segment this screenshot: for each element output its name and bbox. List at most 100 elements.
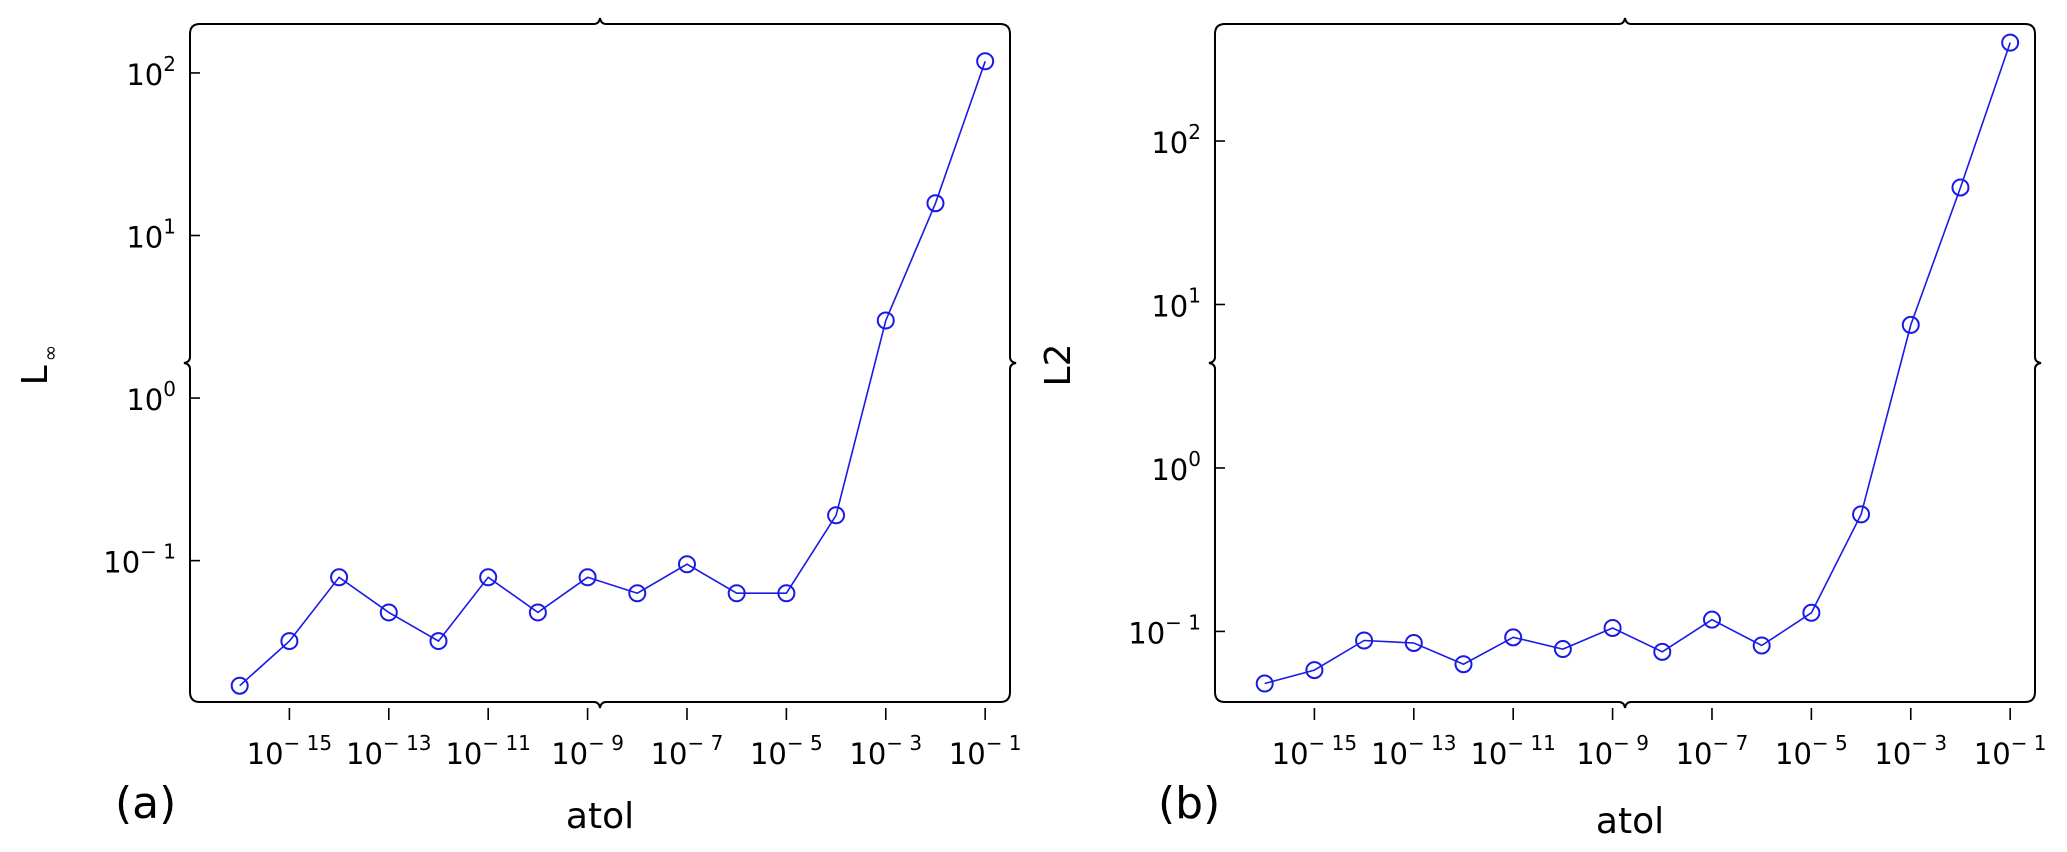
data-point bbox=[1852, 505, 1871, 524]
y-tick-label-exponent: 0 bbox=[163, 377, 176, 401]
data-point bbox=[230, 676, 249, 695]
x-tick-label-base: 10 bbox=[651, 737, 688, 771]
x-tick-label: 10− 7 bbox=[1676, 731, 1749, 771]
x-tick-label: 10− 15 bbox=[247, 731, 332, 771]
data-point bbox=[1305, 661, 1324, 680]
x-tick-label-base: 10 bbox=[1576, 737, 1613, 771]
data-point bbox=[1901, 315, 1920, 334]
x-tick-label-exponent: − 13 bbox=[383, 731, 432, 755]
y-axis-label: L∞ bbox=[15, 345, 62, 386]
y-tick-label-base: 10 bbox=[1128, 616, 1165, 650]
panel-label: (b) bbox=[1158, 778, 1220, 829]
y-axis-label: L2 bbox=[1038, 344, 1079, 387]
x-axis-label: atol bbox=[1596, 801, 1664, 842]
data-point bbox=[2001, 33, 2020, 52]
x-tick-label-exponent: − 9 bbox=[1613, 731, 1649, 755]
data-point bbox=[1951, 178, 1970, 197]
x-tick-label-exponent: − 5 bbox=[1812, 731, 1848, 755]
y-tick-label: 101 bbox=[126, 214, 176, 254]
series-line bbox=[1264, 42, 2011, 685]
x-tick-label-exponent: − 1 bbox=[986, 731, 1022, 755]
data-point bbox=[677, 555, 696, 574]
data-point bbox=[1454, 655, 1473, 674]
x-tick-label-base: 10 bbox=[849, 737, 886, 771]
y-tick-label-exponent: 1 bbox=[163, 214, 176, 238]
chart-panel-b: 10− 15 10− 13 10− 11 10− 9 10− 7 10− 5 10− 3 10… bbox=[1038, 17, 2047, 842]
x-tick-label-base: 10 bbox=[445, 737, 482, 771]
x-tick-label-base: 10 bbox=[1272, 737, 1309, 771]
data-point bbox=[479, 568, 498, 587]
y-tick-label-exponent: 0 bbox=[1188, 447, 1201, 471]
data-point bbox=[280, 632, 299, 651]
x-tick-label: 10− 9 bbox=[1576, 731, 1649, 771]
data-point bbox=[1504, 628, 1523, 647]
x-tick-label: 10− 15 bbox=[1272, 731, 1357, 771]
panel-label: (a) bbox=[115, 778, 176, 829]
data-point bbox=[1553, 640, 1572, 659]
y-tick-label-base: 10 bbox=[126, 220, 163, 254]
data-point bbox=[1255, 674, 1274, 693]
y-tick-label: 102 bbox=[126, 52, 176, 92]
y-axis-label-subscript: ∞ bbox=[38, 345, 62, 362]
x-tick-label-exponent: − 15 bbox=[284, 731, 333, 755]
x-tick-label-exponent: − 9 bbox=[588, 731, 624, 755]
y-tick-label-base: 10 bbox=[103, 546, 140, 580]
y-tick-label: 102 bbox=[1151, 120, 1201, 160]
data-point bbox=[1802, 603, 1821, 622]
y-tick-label-exponent: 1 bbox=[1188, 283, 1201, 307]
data-point bbox=[1355, 631, 1374, 650]
x-tick-label-exponent: − 3 bbox=[1911, 731, 1947, 755]
x-tick-label-exponent: − 1 bbox=[2011, 731, 2047, 755]
y-axis-label-main: L bbox=[15, 365, 56, 385]
y-tick-label-exponent: 2 bbox=[163, 52, 176, 76]
x-tick-label-exponent: − 11 bbox=[482, 731, 531, 755]
x-tick-label: 10− 1 bbox=[949, 731, 1022, 771]
chart-panel-a: 10− 15 10− 13 10− 11 10− 9 10− 7 10− 5 10− 3 10… bbox=[15, 17, 1022, 837]
x-tick-label-base: 10 bbox=[1676, 737, 1713, 771]
y-tick-label-exponent: − 1 bbox=[1165, 610, 1201, 634]
y-tick-label: 101 bbox=[1151, 283, 1201, 323]
data-point bbox=[1752, 636, 1771, 655]
plot-frame bbox=[183, 17, 1017, 709]
x-axis-label: atol bbox=[566, 796, 634, 837]
y-tick-label: 100 bbox=[126, 377, 176, 417]
y-tick-label: 10− 1 bbox=[103, 540, 176, 580]
data-point bbox=[578, 568, 597, 587]
data-point bbox=[1404, 633, 1423, 652]
y-tick-label: 10− 1 bbox=[1128, 610, 1201, 650]
data-point bbox=[528, 603, 547, 622]
y-tick-label: 100 bbox=[1151, 447, 1201, 487]
x-tick-label: 10− 5 bbox=[1775, 731, 1848, 771]
y-tick-label-exponent: 2 bbox=[1188, 120, 1201, 144]
data-point bbox=[976, 52, 995, 71]
x-tick-label-exponent: − 3 bbox=[886, 731, 922, 755]
x-tick-label-exponent: − 7 bbox=[688, 731, 724, 755]
x-tick-label-base: 10 bbox=[750, 737, 787, 771]
series-line bbox=[239, 61, 986, 687]
data-point bbox=[379, 603, 398, 622]
y-tick-label-base: 10 bbox=[1151, 453, 1188, 487]
data-point bbox=[628, 584, 647, 603]
data-point bbox=[1702, 610, 1721, 629]
x-tick-label-base: 10 bbox=[1874, 737, 1911, 771]
x-tick-label-base: 10 bbox=[346, 737, 383, 771]
x-tick-label-base: 10 bbox=[247, 737, 284, 771]
x-tick-label: 10− 3 bbox=[849, 731, 922, 771]
x-tick-label-base: 10 bbox=[949, 737, 986, 771]
x-tick-label: 10− 13 bbox=[1371, 731, 1456, 771]
data-point bbox=[926, 194, 945, 213]
data-point bbox=[777, 584, 796, 603]
data-point bbox=[727, 584, 746, 603]
x-tick-label: 10− 11 bbox=[1470, 731, 1555, 771]
x-tick-label-base: 10 bbox=[1371, 737, 1408, 771]
y-tick-label-base: 10 bbox=[1151, 126, 1188, 160]
x-tick-label-exponent: − 5 bbox=[787, 731, 823, 755]
data-point bbox=[827, 506, 846, 525]
x-tick-label-base: 10 bbox=[1775, 737, 1812, 771]
y-tick-label-base: 10 bbox=[126, 383, 163, 417]
data-point bbox=[429, 632, 448, 651]
y-axis-label-main: L2 bbox=[1038, 344, 1079, 387]
y-tick-label-exponent: − 1 bbox=[140, 540, 176, 564]
